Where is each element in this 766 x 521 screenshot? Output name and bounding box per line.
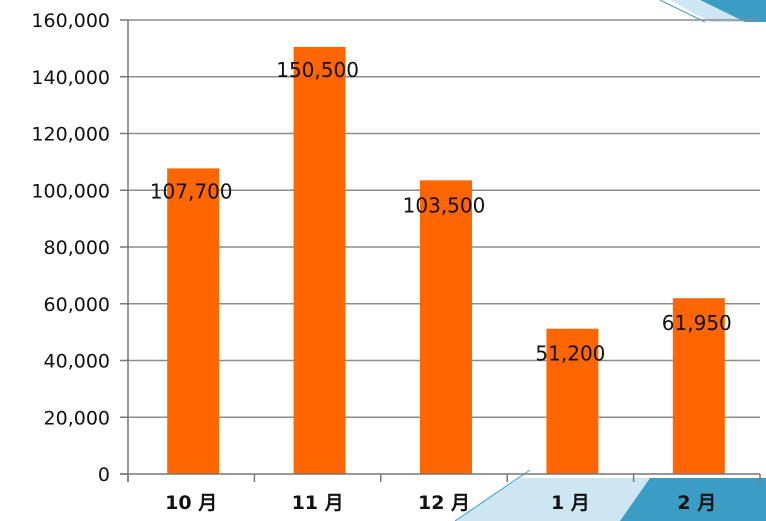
bars xyxy=(167,46,725,475)
bar-2 xyxy=(420,180,472,474)
y-tick-label-6: 120,000 xyxy=(31,124,110,146)
bar-4 xyxy=(672,298,725,474)
deco-shape-bottom-dark xyxy=(620,478,766,521)
deco-shape-top-dark xyxy=(700,0,766,22)
y-tick-label-2: 40,000 xyxy=(44,351,110,373)
x-category-label-3: 1 月 xyxy=(551,492,590,514)
x-category-label-0: 10 月 xyxy=(165,492,217,514)
y-tick-labels: 0 20,000 40,000 60,000 80,000 100,000 120,000 1… xyxy=(31,10,110,486)
data-label-0: 107,700 xyxy=(150,179,233,203)
x-category-label-1: 11 月 xyxy=(292,492,344,514)
bar-1 xyxy=(293,46,346,475)
data-label-2: 103,500 xyxy=(403,193,486,217)
deco-shape-top-light xyxy=(670,0,745,22)
x-category-label-2: 12 月 xyxy=(418,492,470,514)
data-label-4: 61,950 xyxy=(662,311,732,335)
bar-3 xyxy=(546,328,599,474)
deco-shape-bottom-light xyxy=(455,478,650,521)
y-tick-label-0: 0 xyxy=(98,464,110,486)
data-labels: 107,700 150,500 103,500 51,200 61,950 xyxy=(150,58,732,366)
axes xyxy=(120,19,761,482)
data-label-1: 150,500 xyxy=(276,58,359,82)
y-tick-label-3: 60,000 xyxy=(44,294,110,316)
deco-line-bottom xyxy=(454,469,531,521)
x-category-label-4: 2 月 xyxy=(677,492,716,514)
background-decoration xyxy=(454,0,766,521)
y-tick-label-1: 20,000 xyxy=(44,407,110,429)
x-category-labels: 10 月 11 月 12 月 1 月 2 月 xyxy=(165,492,716,514)
bar-0 xyxy=(167,168,220,474)
y-tick-label-7: 140,000 xyxy=(31,67,110,89)
y-tick-label-8: 160,000 xyxy=(31,10,110,32)
y-tick-label-5: 100,000 xyxy=(31,180,110,202)
y-tick-label-4: 80,000 xyxy=(44,237,110,259)
deco-line-top xyxy=(659,0,706,23)
data-label-3: 51,200 xyxy=(535,342,605,366)
